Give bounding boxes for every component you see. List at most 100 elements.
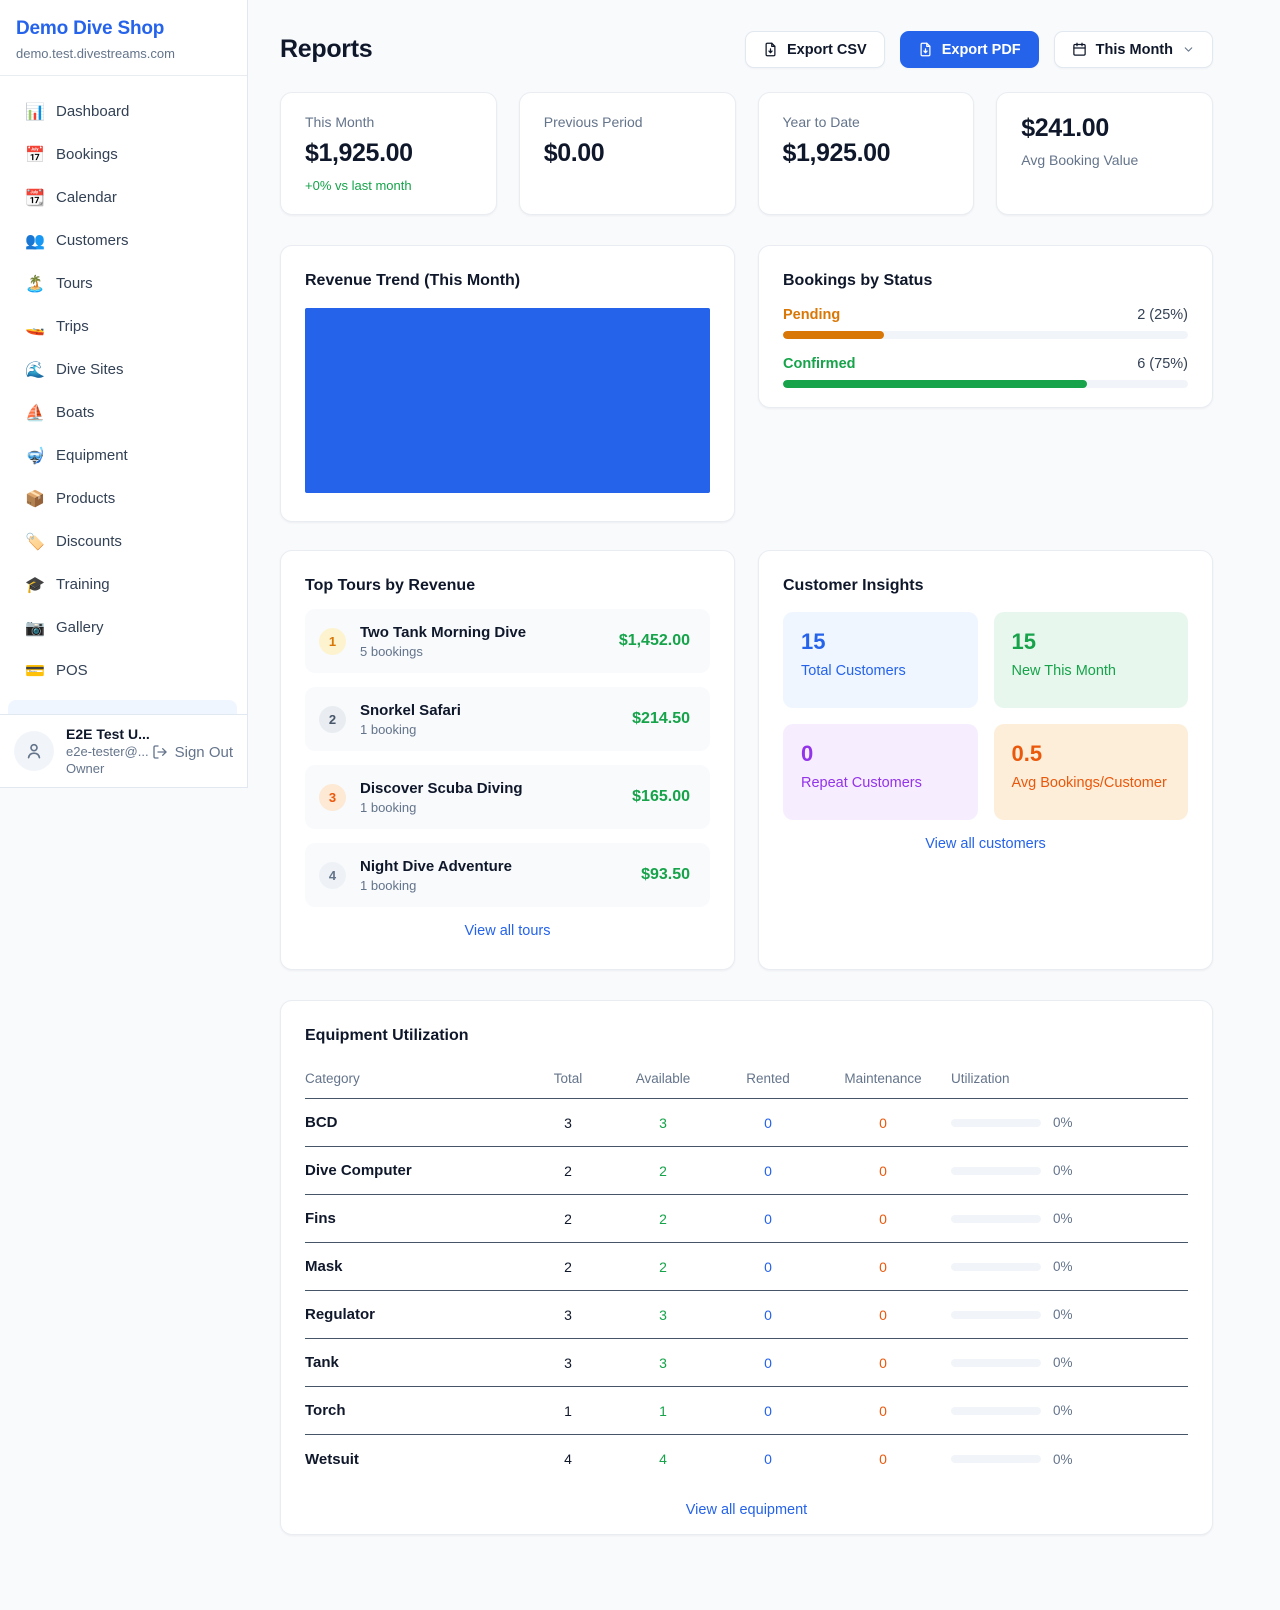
user-name: E2E Test U... <box>66 726 150 742</box>
sidebar-item-calendar[interactable]: 📆 Calendar <box>25 189 117 207</box>
sidebar-item-customers[interactable]: 👥 Customers <box>25 232 129 250</box>
revenue-trend-chart <box>305 308 710 493</box>
discounts-icon: 🏷️ <box>25 533 45 551</box>
customers-icon: 👥 <box>25 232 45 250</box>
sidebar-item-trips[interactable]: 🚤 Trips <box>25 318 89 336</box>
stat-card-this-month: This Month $1,925.00 +0% vs last month <box>280 92 497 215</box>
table-row: Fins 2 2 0 0 0% <box>305 1195 1188 1243</box>
view-all-customers-link[interactable]: View all customers <box>925 836 1046 852</box>
table-row: BCD 3 3 0 0 0% <box>305 1099 1188 1147</box>
file-download-icon <box>920 42 931 57</box>
shop-name: Demo Dive Shop <box>16 18 165 39</box>
pending-progress-bar <box>783 331 1188 339</box>
training-icon: 🎓 <box>25 576 45 594</box>
export-pdf-button[interactable]: Export PDF <box>899 31 1039 68</box>
pos-icon: 💳 <box>25 662 45 680</box>
table-header: Category Total Available Rented Maintena… <box>305 1059 1188 1099</box>
calendar-icon: 📆 <box>25 189 45 207</box>
rank-badge: 4 <box>319 861 346 889</box>
boats-icon: ⛵ <box>25 404 45 422</box>
revenue-trend-title: Revenue Trend (This Month) <box>305 272 521 289</box>
sidebar-item-training[interactable]: 🎓 Training <box>25 576 110 594</box>
customer-insights-title: Customer Insights <box>783 577 924 594</box>
brand-block: Demo Dive Shop demo.test.divestreams.com <box>0 0 247 76</box>
top-tours-title: Top Tours by Revenue <box>305 577 476 594</box>
logout-icon <box>152 745 167 759</box>
table-row: Dive Computer 2 2 0 0 0% <box>305 1147 1188 1195</box>
user-role: Owner <box>66 761 105 776</box>
sidebar-nav: 📊 Dashboard 📅 Bookings 📆 Calendar 👥 Customer… <box>0 76 247 692</box>
list-item: 1 Two Tank Morning Dive 5 bookings $1,452… <box>305 609 710 673</box>
calendar-icon <box>1072 42 1086 56</box>
utilization-bar <box>951 1214 1041 1223</box>
sidebar-item-gallery[interactable]: 📷 Gallery <box>25 619 104 637</box>
chevron-down-icon <box>1184 47 1193 52</box>
user-info: E2E Test U... e2e-tester@... Owner <box>66 726 150 776</box>
equipment-utilization-title: Equipment Utilization <box>305 1027 469 1044</box>
table-row: Wetsuit 4 4 0 0 0% <box>305 1450 1073 1468</box>
dive-sites-icon: 🌊 <box>25 361 45 379</box>
stat-delta: +0% vs last month <box>305 178 412 193</box>
list-item: 4 Night Dive Adventure 1 booking $93.50 <box>305 843 710 907</box>
sidebar-item-discounts[interactable]: 🏷️ Discounts <box>25 533 122 551</box>
shop-domain: demo.test.divestreams.com <box>16 46 175 61</box>
sidebar-item-bookings[interactable]: 📅 Bookings <box>25 146 118 164</box>
view-all-equipment-link[interactable]: View all equipment <box>685 1502 808 1518</box>
utilization-bar <box>951 1310 1041 1319</box>
utilization-bar <box>951 1358 1041 1367</box>
sidebar-item-products[interactable]: 📦 Products <box>25 490 116 508</box>
stats-row: This Month $1,925.00 +0% vs last month P… <box>280 92 1213 215</box>
bookings-by-status-title: Bookings by Status <box>783 272 933 289</box>
sidebar-user-footer: E2E Test U... e2e-tester@... Owner Sign … <box>0 714 247 787</box>
utilization-bar <box>951 1406 1041 1415</box>
tours-icon: 🏝️ <box>25 275 45 293</box>
status-row-confirmed: Confirmed 6 (75%) <box>783 356 1188 388</box>
sidebar-item-dashboard[interactable]: 📊 Dashboard <box>25 103 130 121</box>
file-download-icon <box>765 42 776 57</box>
user-email: e2e-tester@... <box>66 744 149 759</box>
sidebar-item-pos[interactable]: 💳 POS <box>25 662 88 680</box>
products-icon: 📦 <box>25 490 45 508</box>
insight-grid: 15 Total Customers 15 New This Month 0 R… <box>783 612 1188 820</box>
insight-tile-total-customers: 15 Total Customers <box>783 612 978 708</box>
sidebar: Demo Dive Shop demo.test.divestreams.com… <box>0 0 248 788</box>
sidebar-item-boats[interactable]: ⛵ Boats <box>25 404 95 422</box>
stat-card-avg-booking-value: $241.00 Avg Booking Value <box>996 92 1213 215</box>
bookings-icon: 📅 <box>25 146 45 164</box>
equipment-icon: 🤿 <box>25 447 45 465</box>
top-tours-card: Top Tours by Revenue 1 Two Tank Morning … <box>280 550 735 970</box>
period-dropdown[interactable]: This Month <box>1053 31 1213 68</box>
dashboard-icon: 📊 <box>25 103 45 121</box>
confirmed-progress-bar <box>783 380 1188 388</box>
page-header: Reports Export CSV Export PDF This Month <box>280 31 1213 68</box>
utilization-bar <box>951 1262 1041 1271</box>
stat-card-year-to-date: Year to Date $1,925.00 <box>757 92 975 215</box>
sidebar-item-equipment[interactable]: 🤿 Equipment <box>25 447 128 465</box>
table-row: Torch 1 1 0 0 0% <box>305 1387 1188 1435</box>
list-item: 3 Discover Scuba Diving 1 booking $165.00 <box>305 765 710 829</box>
table-row: Regulator 3 3 0 0 0% <box>305 1291 1188 1339</box>
customer-insights-card: Customer Insights 15 Total Customers 15 … <box>758 550 1213 970</box>
bookings-by-status-card: Bookings by Status Pending 2 (25%) Confi… <box>758 245 1213 408</box>
page-title: Reports <box>280 35 373 63</box>
utilization-bar <box>951 1455 1041 1463</box>
status-row-pending: Pending 2 (25%) <box>783 307 1188 339</box>
insight-tile-avg-bookings: 0.5 Avg Bookings/Customer <box>993 724 1188 820</box>
rank-badge: 3 <box>319 783 346 811</box>
table-row: Mask 2 2 0 0 0% <box>305 1243 1188 1291</box>
view-all-tours-link[interactable]: View all tours <box>464 923 551 939</box>
charts-row: Revenue Trend (This Month) Bookings by S… <box>280 245 1213 522</box>
list-item: 2 Snorkel Safari 1 booking $214.50 <box>305 687 710 751</box>
sidebar-item-dive-sites[interactable]: 🌊 Dive Sites <box>25 361 124 379</box>
table-row: Tank 3 3 0 0 0% <box>305 1339 1188 1387</box>
stat-card-previous-period: Previous Period $0.00 <box>518 92 736 215</box>
avatar <box>14 731 54 771</box>
gallery-icon: 📷 <box>25 619 45 637</box>
insights-row: Top Tours by Revenue 1 Two Tank Morning … <box>280 550 1213 970</box>
sidebar-active-item-partial[interactable] <box>8 700 237 714</box>
rank-badge: 2 <box>319 705 346 733</box>
export-csv-button[interactable]: Export CSV <box>744 31 885 68</box>
equipment-utilization-card: Equipment Utilization Category Total Ava… <box>280 1000 1213 1535</box>
sign-out-button[interactable]: Sign Out <box>152 744 233 761</box>
sidebar-item-tours[interactable]: 🏝️ Tours <box>25 275 93 293</box>
